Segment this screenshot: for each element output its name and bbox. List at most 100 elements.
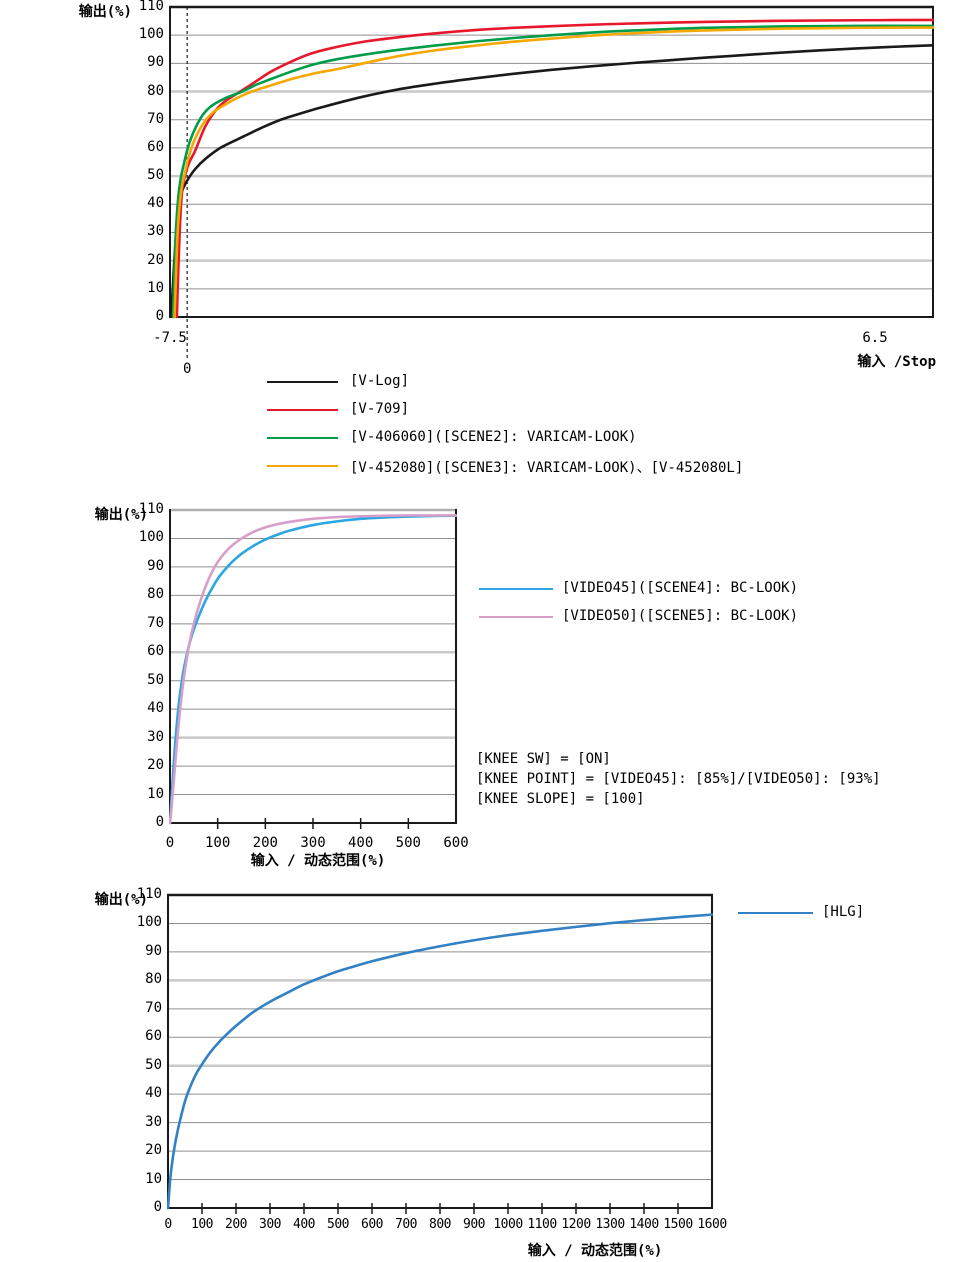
chart2-legend-label-1: [VIDEO50]([SCENE5]: BC-LOOK) [562, 608, 799, 624]
chart1-y-tick-label-100: 100 [138, 26, 164, 43]
chart2-annotation-line-2: [KNEE POINT] = [VIDEO45]: [85%]/[VIDEO50… [476, 771, 881, 787]
chart2-y-tick-label-30: 30 [147, 728, 164, 745]
chart2-x-label-400: 400 [348, 835, 374, 851]
chart3-y-tick-label-70: 70 [145, 999, 162, 1016]
chart1-y-unit-label: 输出(%) [78, 4, 132, 20]
chart1-legend-line-red [267, 409, 338, 411]
chart3-x-label-1300: 1300 [595, 1217, 625, 1232]
chart2-curves [169, 514, 457, 825]
chart3-x-label-1200: 1200 [561, 1217, 591, 1232]
chart1-legend-label-1: [V-709] [350, 401, 410, 417]
chart2-x-label-100: 100 [205, 835, 231, 851]
chart3-y-tick-label-110: 110 [136, 886, 162, 902]
chart1-y-tick-label-30: 30 [147, 223, 164, 240]
chart2-y-tick-label-110: 110 [138, 501, 164, 517]
curve-[V-452080]([SCENE3]: VARICAM-LOOK)、[V-452080L] [173, 26, 934, 319]
chart2-x-label-500: 500 [395, 835, 421, 851]
chart2-legend-label-0: [VIDEO45]([SCENE4]: BC-LOOK) [562, 580, 799, 596]
chart1-y-tick-label-110: 110 [138, 0, 164, 14]
chart2-x-label-0: 0 [165, 835, 175, 851]
chart2-y-unit-label: 输出(%) [94, 507, 148, 523]
chart2-y-tick-label-50: 50 [147, 671, 164, 688]
chart3-x-label-200: 200 [225, 1217, 247, 1232]
chart3-x-label-1600: 1600 [697, 1217, 727, 1232]
chart1-curves [169, 18, 934, 319]
chart3-y-unit-label: 输出(%) [94, 892, 148, 908]
chart3-y-tick-label-40: 40 [145, 1085, 162, 1102]
chart3-y-tick-label-10: 10 [145, 1170, 162, 1187]
chart1-y-tick-label-10: 10 [147, 279, 164, 296]
chart1-x-axis-title: 输入 /Stop [857, 354, 936, 370]
chart3-x-label-100: 100 [191, 1217, 213, 1232]
chart2-plot [169, 508, 457, 829]
chart1-x-label-6.5: 6.5 [862, 330, 888, 346]
chart1-y-tick-label-40: 40 [147, 195, 164, 212]
chart3-x-label-1400: 1400 [629, 1217, 659, 1232]
chart3-y-tick-label-80: 80 [145, 971, 162, 988]
chart1-y-tick-label-90: 90 [147, 54, 164, 71]
chart3-y-tick-label-30: 30 [145, 1113, 162, 1130]
chart2-y-tick-label-0: 0 [155, 814, 164, 830]
chart2-x-label-300: 300 [300, 835, 326, 851]
chart3-x-axis-title: 输入 / 动态范围(%) [527, 1243, 663, 1259]
chart3-x-label-1100: 1100 [527, 1217, 557, 1232]
chart1-plot [169, 5, 934, 358]
chart2-y-tick-label-60: 60 [147, 643, 164, 660]
chart2-legend-line-pink [479, 616, 553, 618]
curve-[VIDEO45]([SCENE4]: BC-LOOK) [169, 514, 457, 825]
chart2-y-tick-label-90: 90 [147, 557, 164, 574]
chart2-annotation-line-1: [KNEE SW] = [ON] [476, 751, 611, 767]
chart2-annotations: [KNEE SW] = [ON] [KNEE POINT] = [VIDEO45]… [476, 749, 881, 809]
chart3-x-label-500: 500 [327, 1217, 349, 1232]
chart3-x-label-700: 700 [395, 1217, 417, 1232]
chart3-x-label-400: 400 [293, 1217, 315, 1232]
chart3-x-label-300: 300 [259, 1217, 281, 1232]
chart1-legend-label-3: [V-452080]([SCENE3]: VARICAM-LOOK)、[V-45… [350, 460, 744, 476]
chart2-gridlines [170, 537, 456, 796]
chart3-gridlines [168, 922, 712, 1181]
chart2-x-axis-title: 输入 / 动态范围(%) [250, 853, 386, 869]
chart2-y-tick-label-80: 80 [147, 586, 164, 603]
chart1-y-tick-label-20: 20 [147, 251, 164, 268]
chart1-y-tick-label-70: 70 [147, 110, 164, 127]
chart1-legend-line-green [267, 437, 338, 439]
chart2-y-tick-label-70: 70 [147, 614, 164, 631]
chart3-y-tick-label-60: 60 [145, 1028, 162, 1045]
chart1-legend-line-black [267, 381, 338, 383]
chart3-x-label-1500: 1500 [663, 1217, 693, 1232]
chart3-plot [167, 893, 713, 1214]
chart1-x-label-0: 0 [182, 361, 192, 377]
chart2-y-tick-label-20: 20 [147, 757, 164, 774]
chart3-y-tick-label-50: 50 [145, 1056, 162, 1073]
chart3-x-label-800: 800 [429, 1217, 451, 1232]
chart3-x-label-1000: 1000 [493, 1217, 523, 1232]
chart2-x-label-600: 600 [443, 835, 469, 851]
chart1-x-label--7.5: -7.5 [153, 330, 187, 346]
chart1-legend-label-0: [V-Log] [350, 373, 410, 389]
chart1-legend-line-orange [267, 465, 338, 467]
chart3-x-label-900: 900 [463, 1217, 485, 1232]
chart2-y-tick-label-40: 40 [147, 700, 164, 717]
chart1-y-tick-label-0: 0 [155, 308, 164, 324]
chart3-y-tick-label-100: 100 [136, 914, 162, 931]
chart3-y-tick-label-0: 0 [153, 1199, 162, 1215]
chart3-legend-line-hlg_blue [738, 912, 813, 914]
curve-[V-406060]([SCENE2]: VARICAM-LOOK) [171, 24, 934, 319]
chart2-annotation-line-3: [KNEE SLOPE] = [100] [476, 791, 645, 807]
chart1-gridlines [170, 34, 933, 290]
chart2-x-label-200: 200 [252, 835, 278, 851]
chart1-y-tick-label-80: 80 [147, 82, 164, 99]
chart2-y-tick-label-100: 100 [138, 529, 164, 546]
chart3-x-label-600: 600 [361, 1217, 383, 1232]
chart3-legend-label-0: [HLG] [822, 904, 865, 920]
chart1-y-tick-label-50: 50 [147, 167, 164, 184]
chart2-y-tick-label-10: 10 [147, 785, 164, 802]
chart2-legend-line-blue [479, 588, 553, 590]
chart3-y-tick-label-90: 90 [145, 942, 162, 959]
chart3-curves [167, 913, 713, 1210]
chart1-legend-label-2: [V-406060]([SCENE2]: VARICAM-LOOK) [350, 429, 637, 445]
curve-[VIDEO50]([SCENE5]: BC-LOOK) [169, 514, 457, 825]
